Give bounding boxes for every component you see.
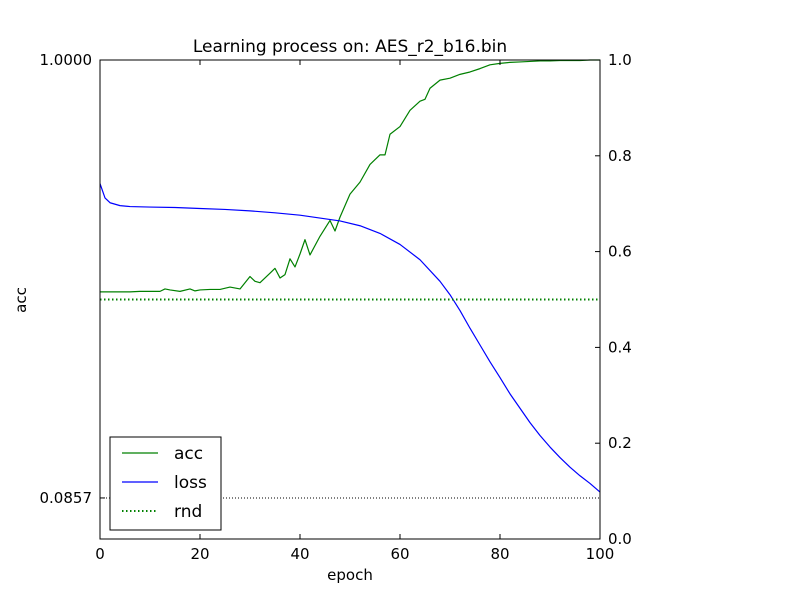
legend-rnd-label: rnd xyxy=(174,502,202,522)
right-tick-label: 0.2 xyxy=(608,434,632,452)
right-ticks: 0.0 0.2 0.4 0.6 0.8 1.0 xyxy=(595,51,632,548)
legend-acc-label: acc xyxy=(174,444,203,464)
plot-frame xyxy=(99,59,601,540)
x-tick-label: 40 xyxy=(290,545,309,563)
right-tick-label: 0.0 xyxy=(608,530,632,548)
x-ticks: 0 20 40 60 80 100 xyxy=(95,60,614,563)
legend: acc loss rnd xyxy=(109,436,222,531)
y-axis-label: acc xyxy=(12,287,30,313)
x-axis-label: epoch xyxy=(327,566,373,584)
x-tick-label: 80 xyxy=(490,545,509,563)
right-tick-label: 0.8 xyxy=(608,147,632,165)
chart-title: Learning process on: AES_r2_b16.bin xyxy=(193,37,507,57)
left-tick-label: 1.0000 xyxy=(40,51,93,69)
x-tick-label: 0 xyxy=(95,545,105,563)
left-ticks: 1.0000 0.0857 xyxy=(40,51,105,507)
right-tick-label: 0.4 xyxy=(608,338,632,356)
x-tick-label: 20 xyxy=(190,545,209,563)
left-tick-label: 0.0857 xyxy=(40,489,93,507)
right-tick-label: 0.6 xyxy=(608,243,632,261)
x-tick-label: 100 xyxy=(586,545,615,563)
x-tick-label: 60 xyxy=(390,545,409,563)
right-tick-label: 1.0 xyxy=(608,51,632,69)
series-loss-line xyxy=(99,183,601,493)
legend-loss-label: loss xyxy=(174,473,207,493)
